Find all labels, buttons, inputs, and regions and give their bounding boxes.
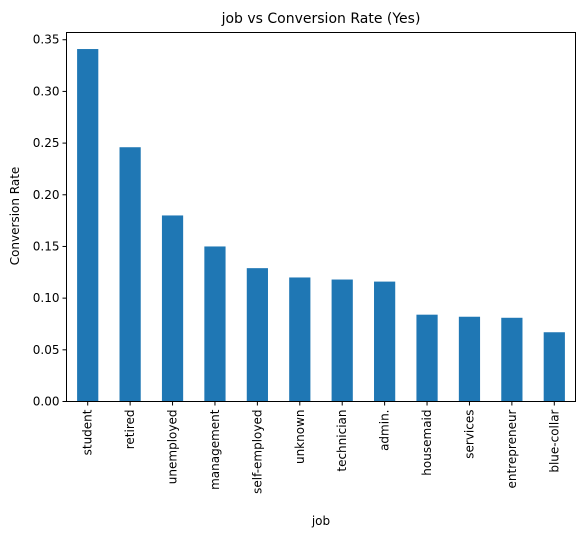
y-tick-label: 0.05	[33, 343, 60, 357]
y-tick-label: 0.35	[33, 33, 60, 47]
x-tick-label: blue-collar	[547, 409, 561, 472]
y-tick-label: 0.10	[33, 291, 60, 305]
x-tick-label: management	[208, 409, 222, 490]
x-tick-label: admin.	[378, 410, 392, 451]
bar-housemaid	[416, 314, 438, 402]
x-tick-label: student	[81, 409, 95, 455]
bar-retired	[119, 147, 141, 402]
y-tick-label: 0.15	[33, 239, 60, 253]
bar-services	[458, 316, 481, 402]
x-tick-label: unknown	[293, 410, 307, 465]
bar-unknown	[289, 277, 311, 402]
bar-blue-collar	[543, 332, 565, 402]
bar-management	[204, 246, 226, 402]
x-tick-label: retired	[123, 410, 137, 450]
y-tick-label: 0.20	[33, 188, 60, 202]
x-tick-label: self-employed	[250, 410, 264, 494]
chart-title: job vs Conversion Rate (Yes)	[221, 11, 421, 27]
y-axis: 0.00 0.05 0.10 0.15 0.20 0.25 0.30 0.35	[33, 33, 67, 409]
y-tick-label: 0.30	[33, 84, 60, 98]
x-tick-label: entrepreneur	[505, 409, 519, 488]
y-tick-label: 0.25	[33, 136, 60, 150]
bar-student	[77, 49, 99, 402]
plot-frame	[66, 32, 576, 402]
bar-unemployed	[161, 215, 184, 402]
x-tick-label: housemaid	[420, 410, 434, 476]
x-tick-label: unemployed	[166, 410, 180, 485]
bars-layer	[77, 49, 565, 402]
bar-entrepreneur	[501, 317, 523, 402]
bar-technician	[331, 279, 353, 402]
bar-admin	[374, 281, 396, 402]
x-axis-label: job	[311, 514, 330, 528]
y-axis-label: Conversion Rate	[8, 167, 22, 266]
bar-self-employed	[246, 268, 268, 402]
x-tick-label: services	[462, 410, 476, 459]
y-tick-label: 0.00	[33, 395, 60, 409]
x-axis: student retired unemployed management self-e…	[81, 401, 561, 494]
x-tick-label: technician	[335, 410, 349, 472]
